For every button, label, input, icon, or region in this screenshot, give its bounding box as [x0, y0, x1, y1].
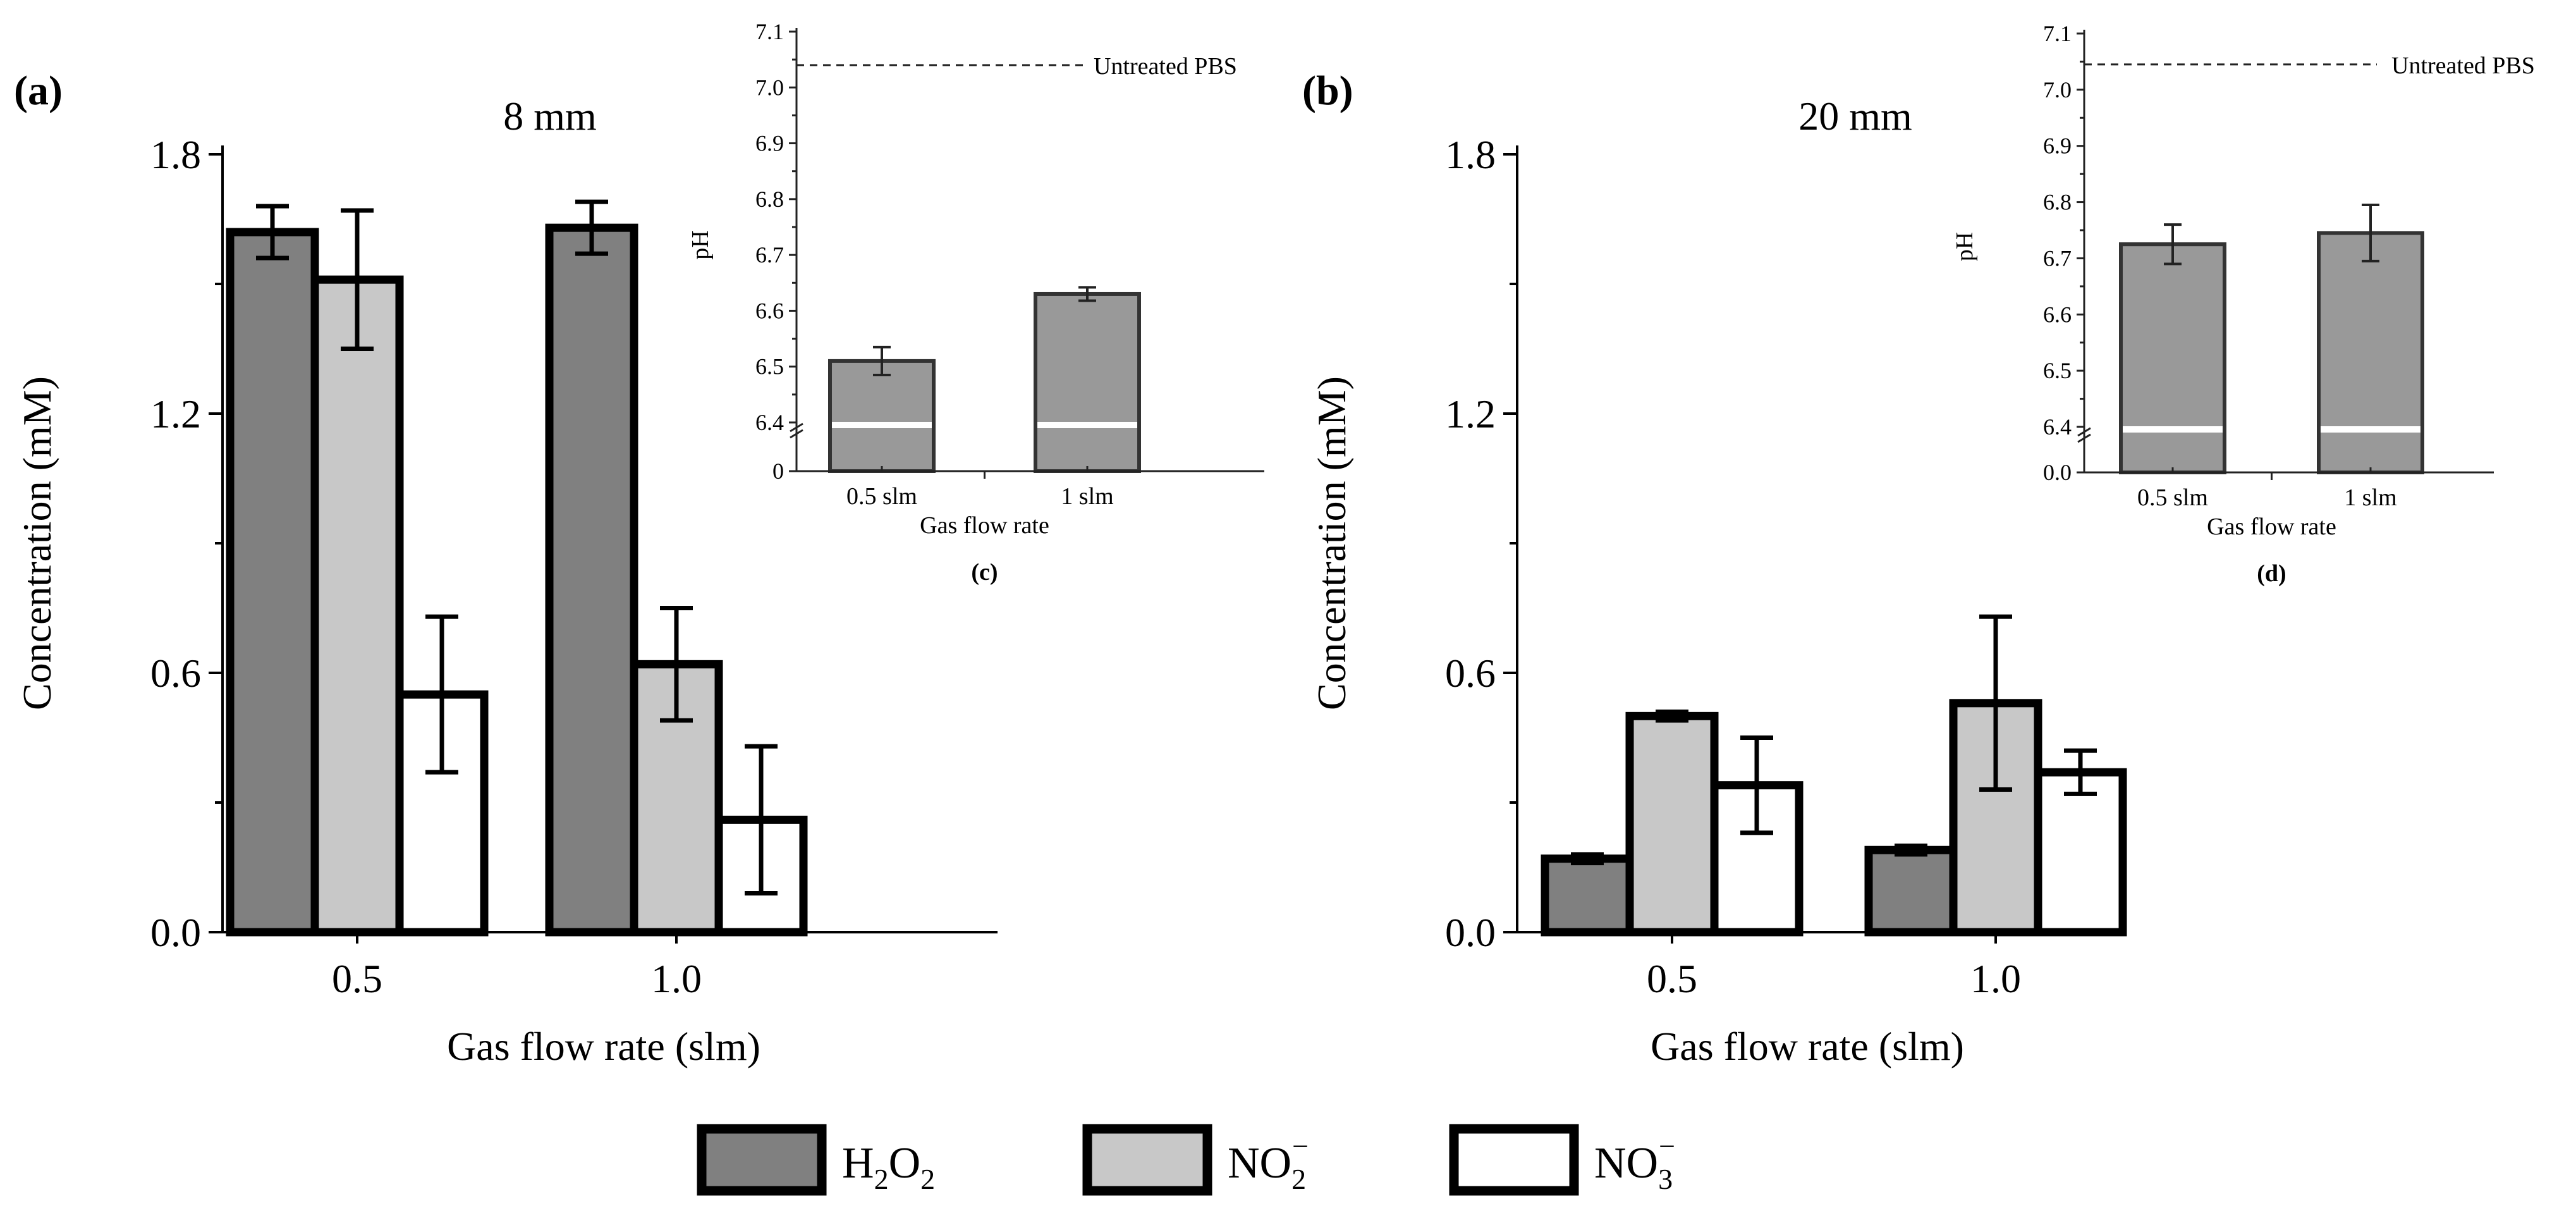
error-bar-no2-1.0 — [660, 606, 693, 723]
axis-break-mark — [790, 422, 803, 433]
bar-ph-1 slm — [1034, 292, 1141, 473]
panel-label: (d) — [2257, 560, 2286, 587]
error-bar-no2-0.5 — [1656, 710, 1688, 723]
y-tick-label-zero: 0 — [772, 458, 784, 484]
axis-break-mark — [2077, 433, 2091, 443]
y-tick-label: 6.8 — [2043, 190, 2072, 215]
error-bar-no3-0.5 — [1740, 735, 1773, 835]
y-axis-title: Concentration (mM) — [1309, 376, 1354, 710]
y-tick-label: 7.0 — [2043, 77, 2072, 102]
legend-swatch-h2o2 — [697, 1124, 827, 1196]
reference-label: Untreated PBS — [2391, 52, 2535, 79]
y-tick-label: 7.1 — [755, 19, 784, 44]
legend: H2O2 NO2− NO3− — [697, 1124, 1675, 1196]
error-bar-no2-1.0 — [1979, 614, 2012, 792]
bar-h2o2-0.5 — [226, 228, 319, 937]
axis-break-mark — [790, 429, 803, 439]
bar-h2o2-1.0 — [1864, 846, 1958, 937]
error-bar-h2o2-1.0 — [575, 199, 608, 256]
bar-ph-1 slm — [2317, 231, 2424, 474]
x-tick-label: 1 slm — [2344, 484, 2396, 511]
x-axis-title: Gas flow rate (slm) — [1651, 1024, 1964, 1069]
panel-label: (c) — [971, 559, 998, 586]
y-axis-title: Concentration (mM) — [15, 376, 59, 710]
panel-label: (a) — [14, 68, 63, 114]
y-tick-label: 6.9 — [2043, 133, 2072, 159]
x-tick-label: 1.0 — [651, 956, 702, 1001]
x-axis-title: Gas flow rate (slm) — [447, 1024, 760, 1069]
bar-no2-0.5 — [310, 275, 404, 937]
y-tick-label: 6.8 — [755, 187, 784, 212]
y-tick-label: 0.6 — [150, 651, 201, 696]
chart-title: 20 mm — [1798, 94, 1912, 138]
y-axis-title: pH — [687, 230, 714, 259]
y-tick-label: 1.8 — [150, 132, 201, 177]
y-tick-label: 6.5 — [2043, 358, 2072, 383]
x-tick-label: 0.5 slm — [846, 483, 917, 510]
error-bar-h2o2-0.5 — [256, 204, 289, 261]
y-tick-label: 1.2 — [150, 391, 201, 436]
bar-h2o2-0.5 — [1541, 854, 1634, 937]
error-bar-no3-1.0 — [745, 744, 778, 895]
chart-c: Untreated PBS 6.4 6.5 6.6 6.7 6.8 6.9 7.0 7.1 0 0.… — [687, 19, 1264, 586]
y-tick-label: 6.7 — [2043, 245, 2072, 271]
y-tick-label: 6.4 — [755, 410, 784, 435]
y-axis-title: pH — [1951, 232, 1978, 261]
chart-d: Untreated PBS 6.4 6.5 6.6 6.7 6.8 6.9 7.0 7.1 0.0… — [1951, 21, 2535, 587]
y-tick-label: 6.5 — [755, 354, 784, 379]
y-tick-label: 0.0 — [1445, 910, 1496, 955]
x-tick-label: 0.5 — [1647, 956, 1697, 1001]
error-bar-h2o2-1.0 — [1895, 843, 1927, 857]
y-tick-label: 0.6 — [1445, 651, 1496, 696]
chart-title: 8 mm — [503, 94, 597, 138]
x-tick-label: 1 slm — [1061, 483, 1113, 510]
x-tick-label: 0.5 — [332, 956, 382, 1001]
error-bar-ph-1 slm — [1078, 286, 1096, 302]
error-bar-ph-0.5 slm — [873, 345, 891, 376]
x-tick-label: 0.5 slm — [2137, 484, 2208, 511]
x-tick-label: 1.0 — [1970, 956, 2021, 1001]
legend-swatch-no2 — [1082, 1124, 1212, 1196]
y-tick-label: 6.9 — [755, 131, 784, 156]
bar-ph-0.5 slm — [2119, 242, 2226, 474]
x-axis-title: Gas flow rate — [2207, 514, 2336, 540]
bar-no3-1.0 — [2034, 768, 2127, 937]
y-tick-label: 7.0 — [755, 75, 784, 100]
panel-label: (b) — [1302, 68, 1353, 114]
axis-break-mark — [2077, 427, 2091, 437]
y-tick-label: 6.4 — [2043, 414, 2072, 440]
bar-no2-0.5 — [1625, 711, 1719, 937]
error-bar-ph-0.5 slm — [2164, 223, 2182, 266]
bar-ph-0.5 slm — [828, 359, 936, 474]
chart-a: 0.0 0.6 1.2 1.8 0.5 1.0 Gas flow rate (slm) Con… — [14, 68, 998, 1069]
y-tick-label: 0.0 — [150, 910, 201, 955]
y-tick-label: 6.6 — [2043, 302, 2072, 327]
x-axis-title: Gas flow rate — [920, 512, 1049, 539]
bar-h2o2-1.0 — [545, 223, 638, 937]
error-bar-no2-0.5 — [341, 208, 374, 351]
reference-label: Untreated PBS — [1094, 53, 1237, 80]
legend-label-no3: NO3− — [1594, 1130, 1675, 1195]
error-bar-ph-1 slm — [2362, 204, 2379, 262]
y-tick-label-zero: 0.0 — [2043, 460, 2072, 485]
error-bar-no3-1.0 — [2064, 748, 2097, 796]
y-tick-label: 7.1 — [2043, 21, 2072, 46]
error-bar-h2o2-0.5 — [1571, 852, 1604, 866]
legend-label-no2: NO2− — [1228, 1130, 1309, 1195]
legend-label-h2o2: H2O2 — [842, 1139, 935, 1195]
y-tick-label: 6.6 — [755, 298, 784, 323]
y-tick-label: 1.8 — [1445, 132, 1496, 177]
legend-swatch-no3 — [1449, 1124, 1579, 1196]
y-tick-label: 1.2 — [1445, 391, 1496, 436]
y-tick-label: 6.7 — [755, 242, 784, 268]
error-bar-no3-0.5 — [425, 614, 458, 775]
